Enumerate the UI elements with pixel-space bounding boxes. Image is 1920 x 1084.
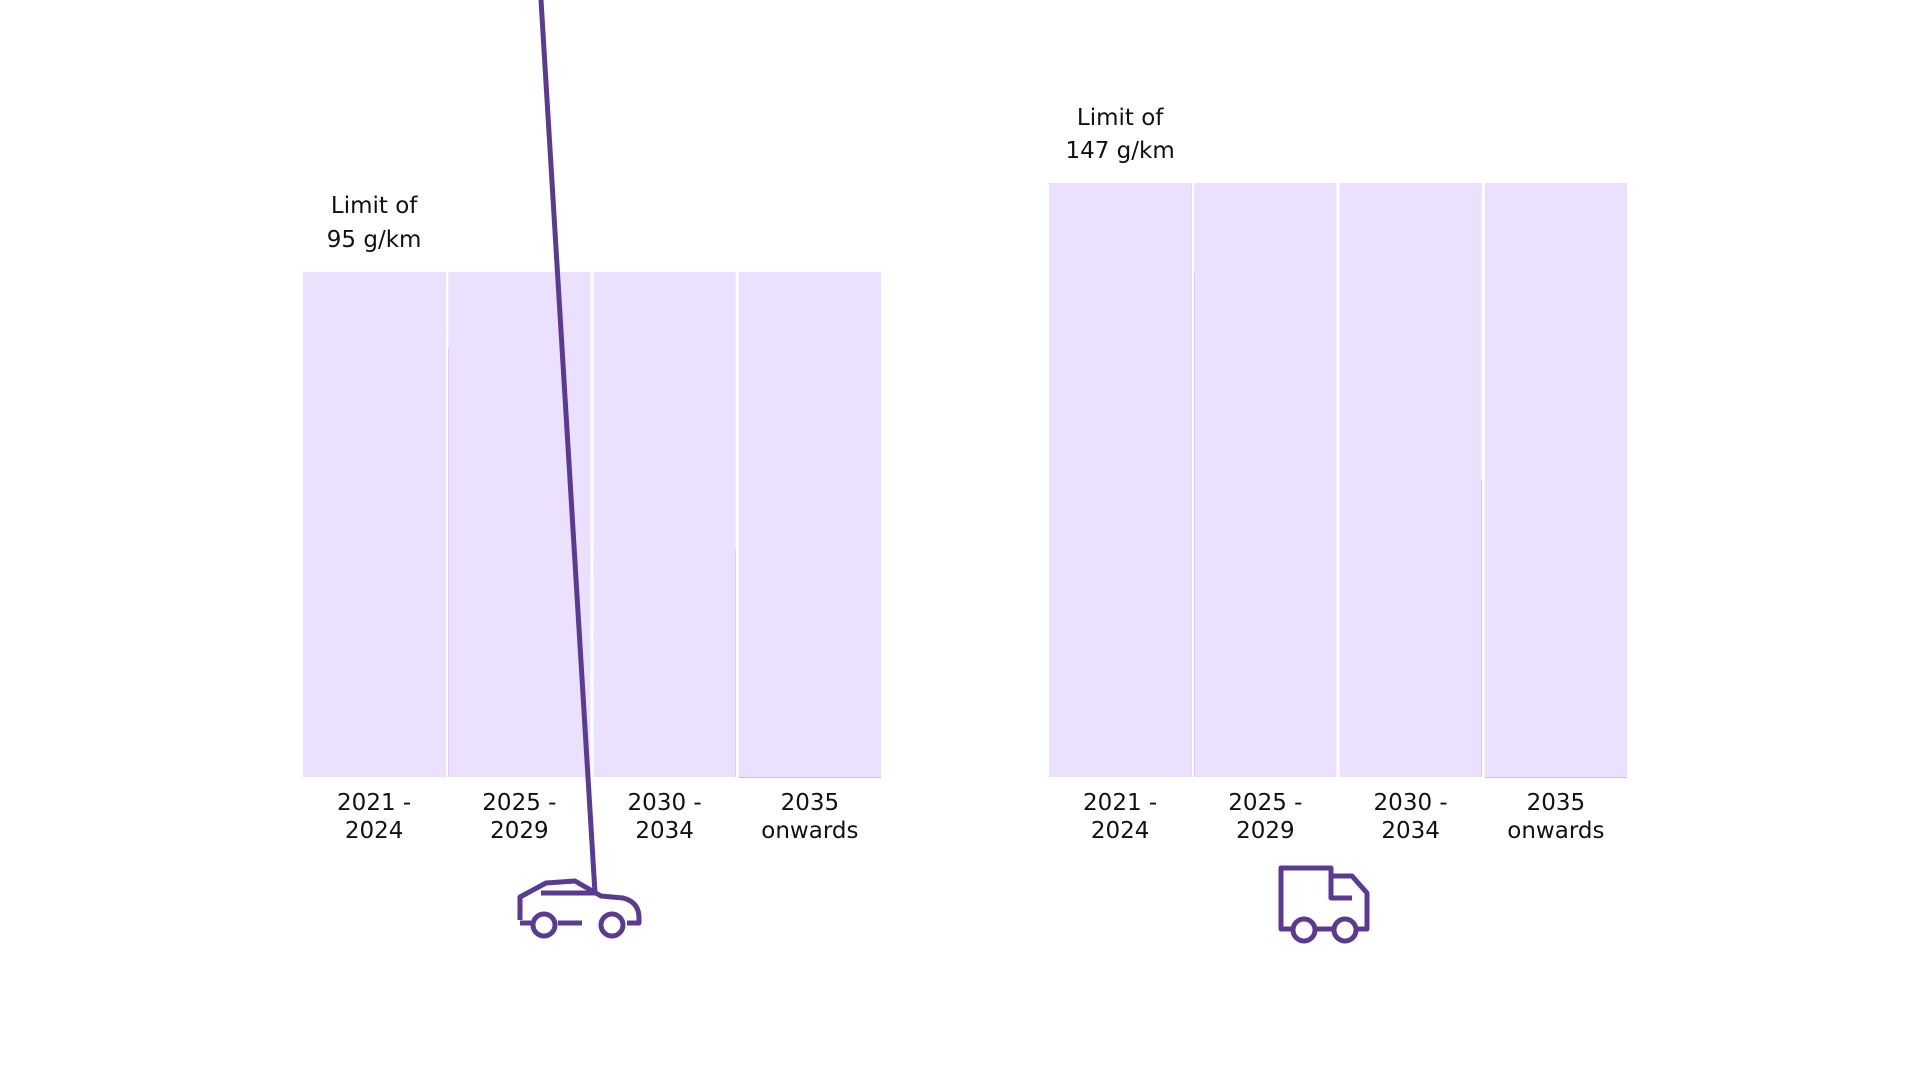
reduction-bar: [1194, 183, 1337, 777]
x-tick-label: 2035: [781, 790, 840, 816]
limit-label: Limit of: [331, 193, 418, 219]
x-tick-label: 2025 -: [1228, 790, 1302, 816]
x-tick-label: 2025 -: [482, 790, 556, 816]
reduction-bar: [593, 272, 736, 777]
reduction-bar: [1484, 183, 1627, 777]
reduction-bar: [1049, 183, 1192, 777]
x-tick-label: 2021 -: [337, 790, 411, 816]
reduction-bar: [738, 272, 881, 777]
x-tick-label: 2034: [635, 818, 694, 844]
x-tick-label: 2030 -: [1374, 790, 1448, 816]
limit-label: 147 g/km: [1065, 138, 1174, 164]
reduction-bar: [303, 272, 446, 777]
car-icon: [517, 0, 642, 939]
x-tick-label: 2029: [490, 818, 549, 844]
reduction-bar: [1339, 183, 1482, 777]
x-tick-label: onwards: [1507, 818, 1604, 844]
x-tick-label: 2024: [345, 818, 404, 844]
limit-label: Limit of: [1077, 105, 1164, 131]
x-tick-label: 2021 -: [1083, 790, 1157, 816]
x-tick-label: 2030 -: [628, 790, 702, 816]
x-tick-label: 2035: [1527, 790, 1586, 816]
x-tick-label: 2024: [1091, 818, 1150, 844]
limit-label: 95 g/km: [327, 227, 422, 253]
x-tick-label: onwards: [761, 818, 858, 844]
van-icon: [1278, 865, 1370, 944]
x-tick-label: 2034: [1381, 818, 1440, 844]
x-tick-label: 2029: [1236, 818, 1295, 844]
reduction-bar: [448, 272, 591, 777]
